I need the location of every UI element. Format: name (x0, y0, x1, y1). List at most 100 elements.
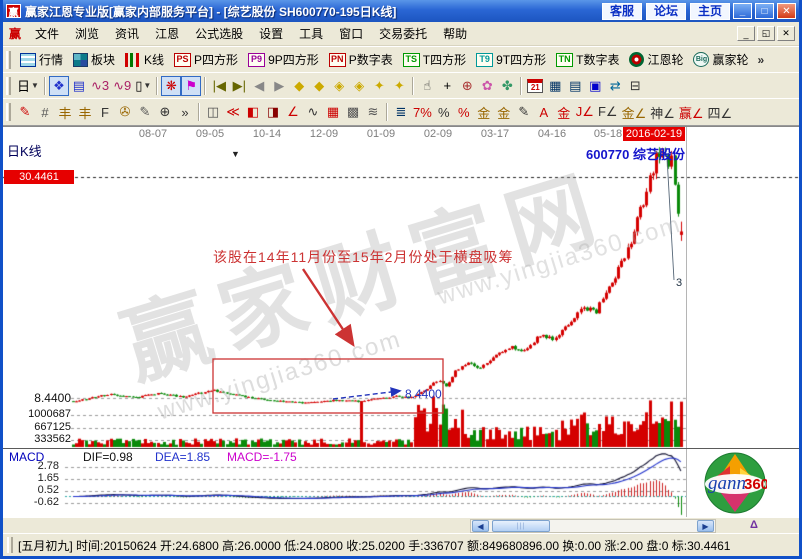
percent-icon[interactable]: % (438, 104, 450, 120)
tool-gann-wheel[interactable]: 江恩轮 (624, 49, 688, 71)
print-icon[interactable]: ⊟ (629, 77, 641, 93)
menu-item[interactable]: 浏览 (75, 27, 100, 41)
expand-y-icon[interactable]: ✦ (373, 77, 385, 93)
calendar-icon[interactable]: 21 (525, 76, 545, 96)
flag-chart-icon[interactable]: ⚑ (181, 75, 202, 96)
tool-p-square[interactable]: PS P四方形 (169, 49, 243, 71)
a-wave-icon[interactable]: A (539, 104, 549, 120)
tool-p-number-table[interactable]: PN P数字表 (324, 49, 398, 71)
ma-3-icon[interactable]: ∿3 (90, 77, 110, 93)
prev-bar-icon[interactable]: ◀ (254, 77, 265, 93)
horizontal-scrollbar[interactable]: ◀ ||| ▶ (470, 519, 716, 533)
candle-type-icon[interactable]: ▯ ▼ (135, 77, 152, 93)
draw-pen-2-icon[interactable]: ✎ (139, 104, 151, 119)
spiral-icon[interactable]: ✇ (119, 104, 131, 119)
bars-tool-icon[interactable]: ≣ (395, 104, 407, 119)
expand-x-icon[interactable]: ◈ (334, 77, 345, 93)
scroll-right-icon[interactable]: ▶ (697, 520, 714, 532)
toolbar-overflow-icon[interactable]: » (757, 52, 765, 67)
chart-style-icon[interactable]: ❖ (48, 75, 69, 96)
home-button[interactable]: 主页 (689, 2, 730, 20)
shrink-x-icon[interactable]: ◈ (354, 77, 365, 93)
menu-item[interactable]: 江恩 (155, 27, 180, 41)
next-bar-icon[interactable]: ▶ (274, 77, 285, 93)
f-angle-icon[interactable]: F∠ (597, 104, 618, 119)
four-angle-icon[interactable]: 四∠ (707, 105, 733, 121)
percent-7-icon[interactable]: 7% (413, 104, 432, 120)
gold-tool-icon[interactable]: 金 (557, 105, 571, 121)
gold-line-icon[interactable]: 金 (497, 105, 511, 121)
gold-circle-icon[interactable]: 金 (477, 105, 491, 121)
pink-tool-icon[interactable]: ✿ (481, 77, 493, 93)
menu-item[interactable]: 帮助 (443, 27, 468, 41)
menu-item[interactable]: 资讯 (115, 27, 140, 41)
close-button[interactable]: ✕ (777, 3, 796, 19)
tool-kline[interactable]: K线 (120, 49, 169, 71)
tool-9t-square[interactable]: T9 9T四方形 (471, 49, 551, 71)
forum-button[interactable]: 论坛 (645, 2, 686, 20)
shen-angle-icon[interactable]: 神∠ (650, 105, 675, 121)
percent-line-icon[interactable]: % (458, 104, 470, 120)
notebook-icon[interactable]: ▤ (569, 77, 582, 93)
macd-canvas[interactable] (3, 449, 687, 518)
hand-tool-icon[interactable]: ☝ (423, 77, 432, 93)
minimize-button[interactable]: _ (733, 3, 752, 19)
gold-angle-icon[interactable]: 金∠ (621, 105, 647, 121)
menu-item[interactable]: 设置 (259, 27, 284, 41)
menu-item[interactable]: 工具 (299, 27, 324, 41)
angle-lines-icon[interactable]: ∠ (287, 104, 299, 119)
box-fan-icon[interactable]: ◧ (246, 104, 260, 119)
j-angle-icon[interactable]: J∠ (575, 104, 594, 119)
win-angle-icon[interactable]: 赢∠ (678, 105, 704, 121)
more-left-icon[interactable]: » (181, 104, 189, 120)
tool-9p-square[interactable]: P9 9P四方形 (243, 49, 324, 71)
calculator-icon[interactable]: ▦ (549, 77, 562, 93)
zoom-in-x-icon[interactable]: ◆ (314, 77, 325, 93)
crosshair-tool-icon[interactable]: + (443, 78, 452, 93)
gold-grid-1-icon[interactable]: 丰 (58, 105, 72, 121)
shrink-y-icon[interactable]: ✦ (393, 77, 405, 93)
menu-item[interactable]: 交易委托 (379, 27, 428, 41)
fibonacci-grid-icon[interactable]: F (101, 104, 109, 120)
tool-sectors[interactable]: 板块 (68, 49, 120, 71)
zoom-out-x-icon[interactable]: ◆ (294, 77, 305, 93)
zoom-tool-icon[interactable]: ⊕ (461, 77, 473, 93)
mdi-restore-button[interactable]: ◱ (757, 26, 775, 41)
grid-lines-icon[interactable]: # (41, 104, 49, 120)
slant-lines-icon[interactable]: ≋ (367, 104, 379, 119)
menu-item[interactable]: 公式选股 (195, 27, 244, 41)
pattern-tool-icon[interactable]: ❋ (161, 75, 182, 96)
tool-t-number-table[interactable]: TN T数字表 (551, 49, 624, 71)
save-icon[interactable]: ▣ (589, 77, 602, 93)
toolbar-grip[interactable] (6, 76, 11, 95)
dense-grid-icon[interactable]: ▩ (346, 104, 360, 119)
support-button[interactable]: 客服 (601, 2, 642, 20)
first-bar-icon[interactable]: |◀ (212, 77, 226, 93)
scroll-thumb[interactable]: ||| (492, 520, 550, 532)
toolbar-grip[interactable] (6, 50, 11, 69)
data-transfer-icon[interactable]: ⇄ (609, 77, 621, 93)
period-selector-icon[interactable]: 日 ▼ (17, 79, 39, 94)
info-panel-icon[interactable]: ▤ (72, 77, 86, 93)
mdi-close-button[interactable]: ✕ (777, 26, 795, 41)
tool-t-square[interactable]: TS T四方形 (398, 49, 471, 71)
scroll-left-icon[interactable]: ◀ (472, 520, 489, 532)
box-tool-icon[interactable]: ◫ (206, 104, 220, 119)
menu-item[interactable]: 窗口 (339, 27, 364, 41)
tool-winner-wheel[interactable]: Big 赢家轮 (688, 49, 753, 71)
toolbar-grip[interactable] (6, 103, 11, 121)
ma-9-icon[interactable]: ∿9 (113, 77, 132, 93)
fan-lines-icon[interactable]: ≪ (226, 104, 240, 119)
zigzag-icon[interactable]: ∿ (307, 104, 319, 119)
draw-pen-icon[interactable]: ✎ (19, 104, 31, 119)
box-lines-icon[interactable]: ◨ (266, 104, 280, 119)
maximize-button[interactable]: □ (755, 3, 774, 19)
circle-cross-icon[interactable]: ⊕ (159, 104, 171, 119)
gann-grid-icon[interactable]: ▦ (326, 104, 340, 119)
mark-pen-icon[interactable]: ✎ (518, 104, 530, 119)
gold-grid-2-icon[interactable]: 丰 (78, 105, 92, 121)
menu-item[interactable]: 文件 (35, 27, 60, 41)
green-tool-icon[interactable]: ✤ (501, 77, 513, 93)
tool-quotes[interactable]: 行情 (15, 49, 68, 71)
mdi-minimize-button[interactable]: _ (737, 26, 755, 41)
